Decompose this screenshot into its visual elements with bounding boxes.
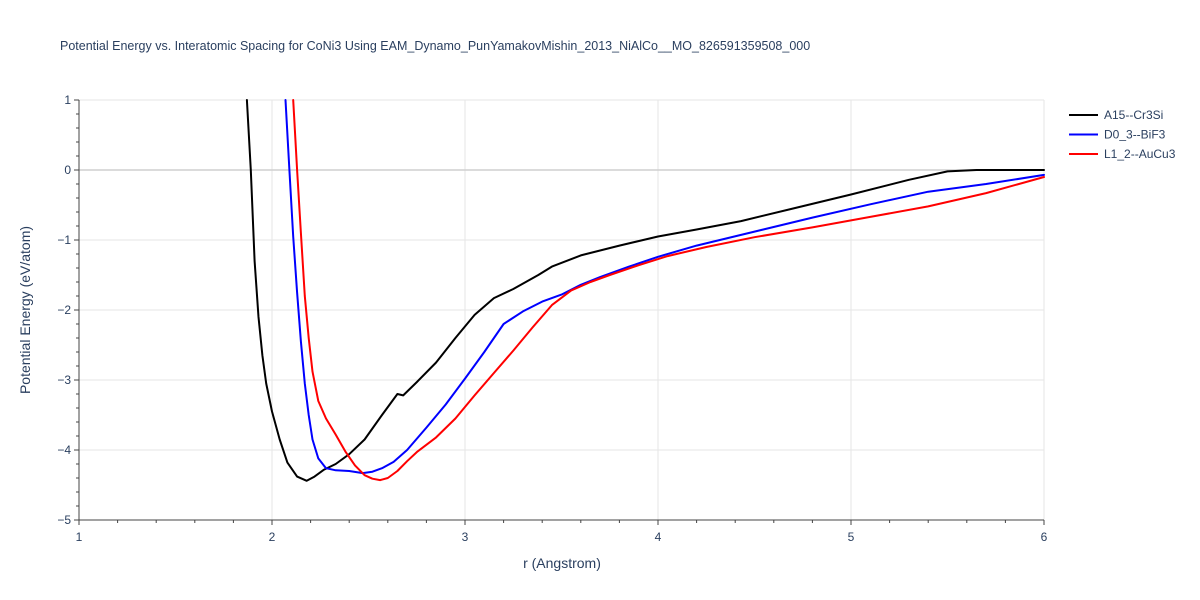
x-tick-label: 6: [1041, 530, 1048, 544]
legend-label: L1_2--AuCu3: [1104, 147, 1176, 161]
grid: [79, 99, 1045, 520]
x-tick-label: 3: [462, 530, 469, 544]
legend-item[interactable]: A15--Cr3Si: [1069, 108, 1163, 122]
x-axis-title: r (Angstrom): [523, 555, 601, 571]
y-tick-label: −1: [57, 233, 71, 247]
x-tick-label: 4: [655, 530, 662, 544]
y-tick-label: 0: [64, 163, 71, 177]
series-line: [245, 99, 1045, 482]
series-line: [284, 99, 1045, 475]
tick-labels: 1 2 3 4 5 6 −5 −4 −3 −2 −1 0 1: [57, 93, 1047, 544]
legend-item[interactable]: L1_2--AuCu3: [1069, 147, 1176, 161]
series-layer: [245, 99, 1045, 482]
x-tick-label: 1: [76, 530, 83, 544]
x-tick-label: 5: [848, 530, 855, 544]
y-axis-title: Potential Energy (eV/atom): [17, 226, 33, 394]
legend-label: A15--Cr3Si: [1104, 108, 1163, 122]
y-tick-label: −2: [57, 303, 71, 317]
chart-title: Potential Energy vs. Interatomic Spacing…: [60, 39, 810, 53]
y-tick-label: −5: [57, 513, 71, 527]
legend[interactable]: A15--Cr3Si D0_3--BiF3 L1_2--AuCu3: [1069, 108, 1176, 161]
y-tick-label: −3: [57, 373, 71, 387]
x-tick-label: 2: [269, 530, 276, 544]
legend-item[interactable]: D0_3--BiF3: [1069, 128, 1166, 142]
legend-label: D0_3--BiF3: [1104, 128, 1166, 142]
y-tick-label: 1: [64, 93, 71, 107]
axes: [74, 99, 1045, 525]
series-line: [292, 99, 1045, 482]
y-tick-label: −4: [57, 443, 71, 457]
